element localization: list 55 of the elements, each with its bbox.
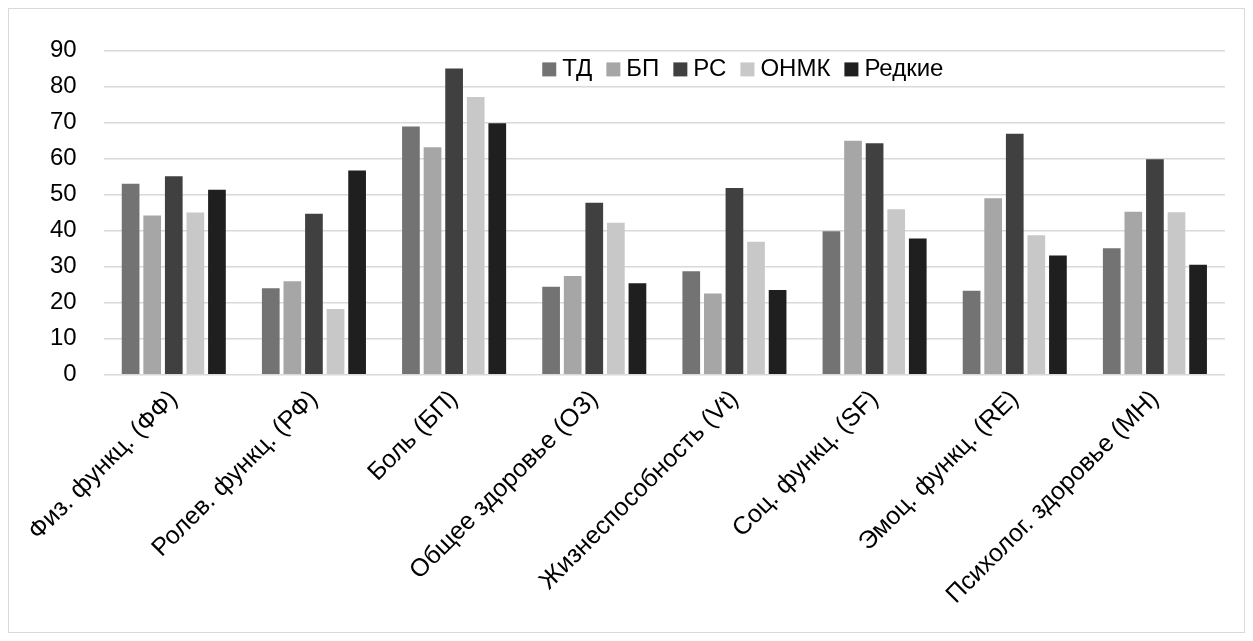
bar [121,183,140,374]
bar [585,202,604,374]
bar [186,212,205,374]
y-tick-label: 90 [49,35,77,63]
legend-label: РС [693,54,727,82]
bar [488,123,507,374]
bar [208,189,226,374]
bar [747,241,765,374]
bar [887,209,906,374]
bar [1189,264,1207,374]
legend-label: Редкие [864,54,944,82]
y-tick-label: 50 [49,179,77,207]
bar [865,143,884,374]
y-tick-label: 80 [49,71,77,99]
bar [703,293,722,374]
bar [348,170,366,374]
bar [768,290,787,374]
y-tick-label: 70 [49,107,77,135]
legend-label: БП [626,54,660,82]
bar [844,140,862,374]
bar [402,126,420,374]
bar [563,275,582,374]
y-tick-label: 20 [49,287,77,315]
bar [305,213,323,374]
bar [466,96,485,374]
bar [1167,212,1186,374]
y-tick-label: 30 [49,251,77,279]
bar [326,309,345,374]
bar [542,286,560,374]
bar [1124,211,1143,374]
bar [261,288,280,374]
bar [143,215,162,374]
bar [908,238,927,374]
legend-label: ТД [562,54,593,82]
bar [1005,133,1024,374]
bar [283,281,302,374]
y-tick-label: 10 [49,323,77,351]
bar [1102,248,1121,374]
bar [445,68,463,374]
bar [962,290,981,374]
bar [822,231,841,374]
bar [1146,159,1164,374]
legend-label: ОНМК [760,54,831,82]
y-tick-label: 60 [49,143,77,171]
bar [725,188,744,374]
bar [164,176,183,374]
y-tick-label: 40 [49,215,77,243]
bar [682,271,701,374]
bar [628,283,647,374]
y-tick-label: 0 [63,359,77,387]
bar [607,222,625,374]
bar [1049,255,1067,374]
bar [1027,235,1046,374]
bar [423,147,442,374]
bar [984,198,1003,374]
